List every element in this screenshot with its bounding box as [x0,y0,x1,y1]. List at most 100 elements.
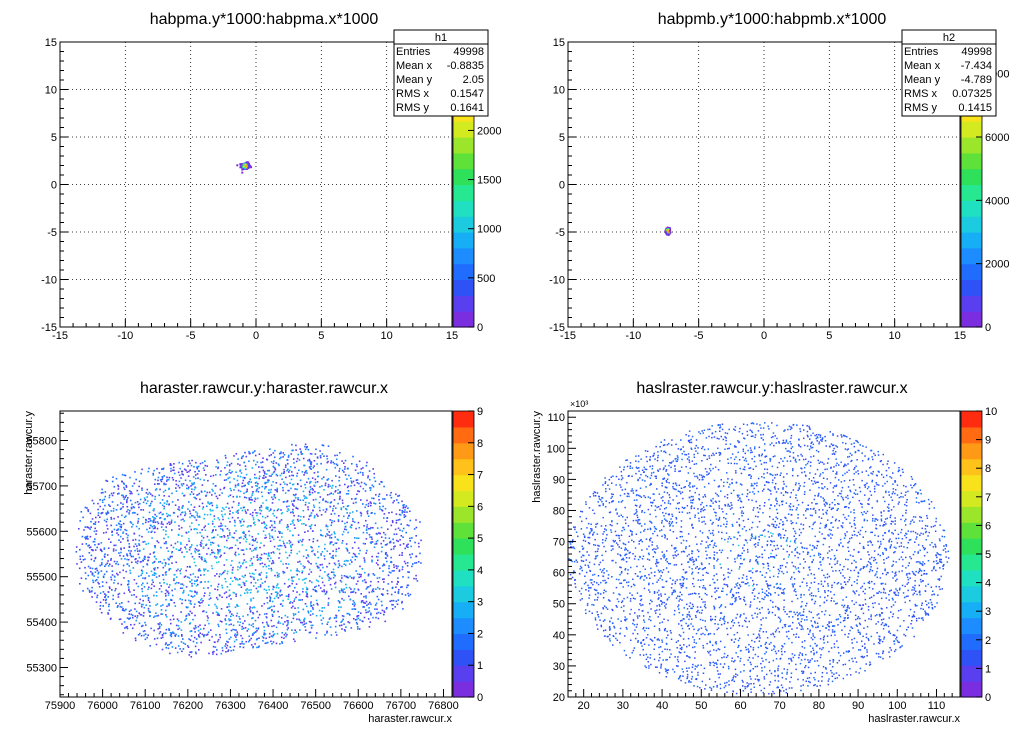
data-cell [141,590,144,593]
data-cell [136,616,138,619]
data-cell [181,598,183,601]
data-cell [324,511,327,513]
data-cell [311,550,313,553]
data-cell [99,499,101,501]
data-cell [693,456,696,458]
data-cell [117,528,120,530]
data-cell [246,630,249,632]
data-cell [250,498,252,501]
data-cell [125,484,128,487]
data-cell [316,481,319,483]
data-cell [316,551,319,553]
data-cell [275,591,278,593]
data-cell [249,606,252,608]
data-cell [119,571,121,574]
data-cell [208,604,210,606]
data-cell [142,565,145,568]
data-cell [768,592,770,594]
data-cell [321,607,323,609]
data-cell [265,589,268,592]
data-cell [268,469,270,472]
data-cell [177,645,180,647]
data-cell [798,571,801,573]
data-cell [626,492,629,495]
data-cell [345,626,347,628]
data-cell [238,561,241,564]
data-cell [225,591,228,593]
data-cell [202,634,205,637]
data-cell [637,460,640,463]
data-cell [197,583,199,586]
data-cell [196,544,198,547]
data-cell [140,603,143,606]
data-cell [667,229,670,232]
data-cell [360,573,362,576]
data-cell [153,531,156,534]
data-cell [356,626,359,628]
data-cell [903,546,905,548]
data-cell [260,506,263,509]
data-cell [298,578,300,580]
data-cell [165,574,167,576]
data-cell [159,511,162,514]
data-cell [253,632,255,634]
data-cell [268,560,271,562]
data-cell [238,537,241,539]
data-cell [775,583,778,586]
data-cell [279,539,281,542]
data-cell [234,553,236,555]
data-cell [779,474,781,476]
data-cell [297,534,300,536]
data-cell [198,556,201,558]
data-cell [387,583,390,585]
data-cell [334,625,337,628]
data-cell [325,509,328,511]
data-cell [189,480,191,482]
data-cell [650,567,652,570]
data-cell [384,557,387,559]
data-cell [203,635,205,638]
data-cell [253,578,255,581]
data-cell [854,467,856,469]
data-cell [366,586,369,589]
data-cell [594,491,597,494]
data-cell [370,526,372,529]
data-cell [206,634,208,636]
data-cell [241,531,244,534]
data-cell [685,546,687,548]
data-cell [892,491,894,493]
data-cell [386,520,388,523]
data-cell [947,550,949,553]
data-cell [286,500,288,503]
data-cell [267,641,269,644]
data-cell [274,522,276,525]
data-cell [122,555,125,557]
data-cell [174,573,176,576]
data-cell [291,483,294,486]
data-cell [170,633,173,636]
data-cell [259,584,262,586]
data-cell [228,624,231,626]
data-cell [638,608,640,611]
data-cell [374,522,377,525]
data-cell [143,497,146,499]
data-cell [401,554,403,556]
data-cell [102,591,105,593]
data-cell [334,536,336,538]
data-cell [138,527,140,530]
data-cell [89,528,91,530]
data-cell [751,431,754,434]
data-cell [246,526,249,528]
data-cell [777,547,779,550]
color-bar-cell [961,200,982,217]
data-cell [748,643,750,646]
data-cell [318,584,320,587]
data-cell [295,507,298,509]
data-cell [217,467,219,470]
data-cell [189,573,192,576]
data-cell [280,560,282,563]
data-cell [310,621,312,623]
data-cell [638,615,641,617]
color-bar-cell [453,411,474,428]
data-cell [124,558,126,560]
